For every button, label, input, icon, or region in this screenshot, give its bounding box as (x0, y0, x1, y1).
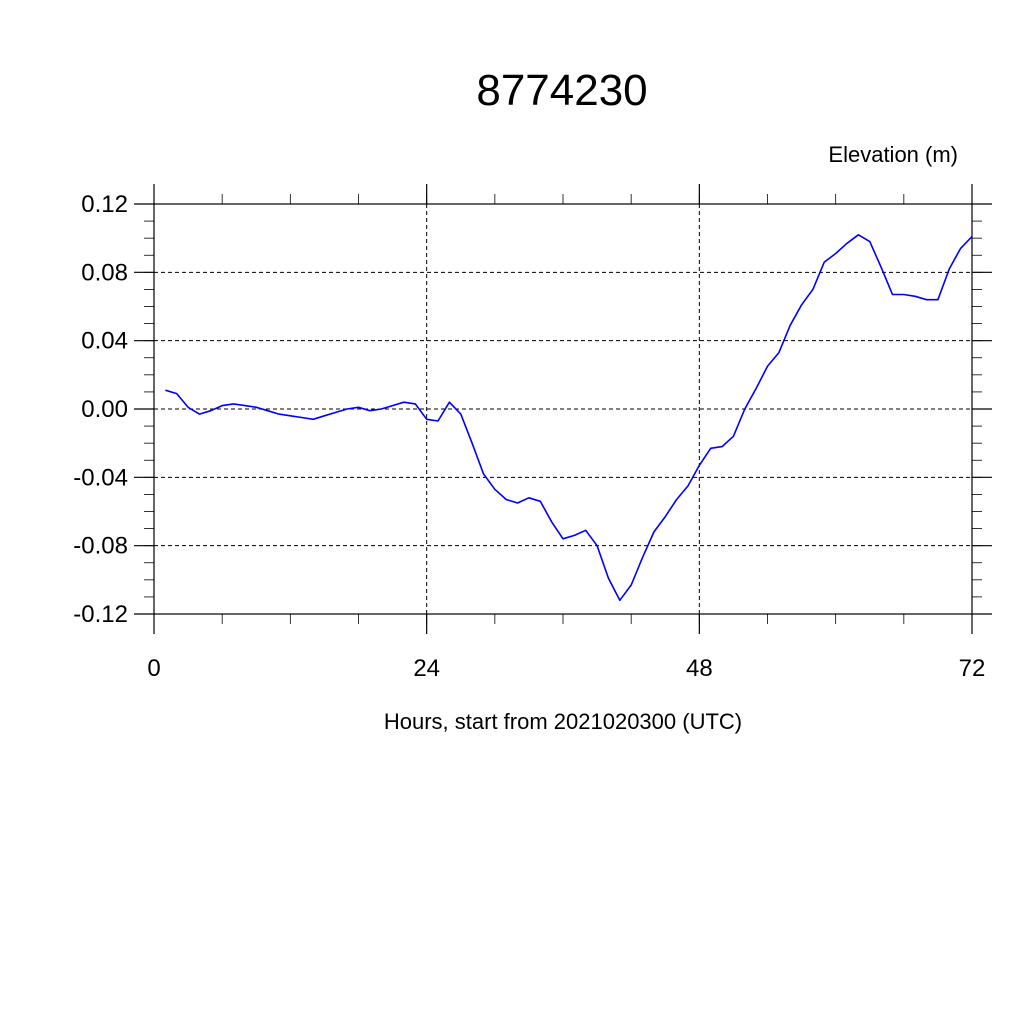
y-tick-label: 0.04 (81, 328, 128, 355)
tick-labels: 0.12 0.08 0.04 0.00 -0.04 -0.08 -0.12 0 24 48 72 (73, 191, 985, 682)
y-axis-label: Elevation (m) (828, 142, 958, 167)
series-lines (165, 234, 973, 602)
plot-frame (153, 203, 973, 615)
series-line (165, 234, 973, 602)
axis-ticks (134, 184, 992, 634)
grid-lines (153, 203, 973, 615)
x-tick-label: 0 (147, 655, 160, 682)
y-tick-label: -0.12 (73, 601, 128, 628)
x-tick-label: 72 (959, 655, 986, 682)
x-tick-label: 24 (413, 655, 440, 682)
y-tick-label: 0.00 (81, 396, 128, 423)
y-tick-label: 0.08 (81, 259, 128, 286)
y-tick-label: 0.12 (81, 191, 128, 218)
y-tick-label: -0.08 (73, 533, 128, 560)
y-tick-label: -0.04 (73, 464, 128, 491)
x-axis-label: Hours, start from 2021020300 (UTC) (384, 709, 742, 734)
x-tick-label: 48 (686, 655, 713, 682)
chart-title: 8774230 (476, 66, 648, 115)
